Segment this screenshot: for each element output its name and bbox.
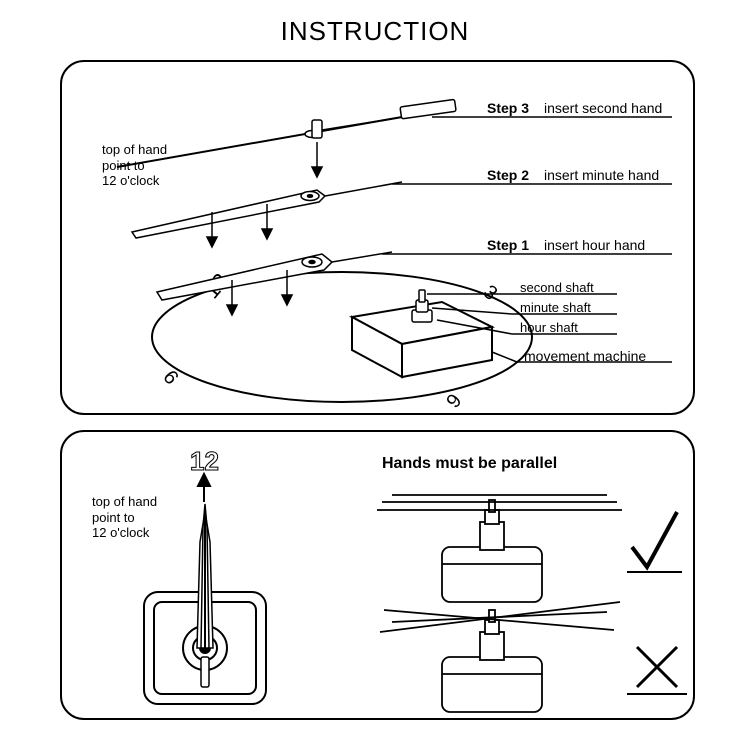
alignment-diagram: 12 (62, 432, 697, 722)
dial-9: 9 (160, 365, 184, 388)
wrong-example (380, 602, 620, 712)
step2-desc: insert minute hand (544, 167, 659, 184)
parallel-label: Hands must be parallel (382, 454, 557, 473)
minute-shaft-label: minute shaft (520, 300, 591, 316)
cross-icon (627, 647, 687, 694)
second-hand (117, 99, 456, 167)
hour-hand (157, 252, 392, 300)
tip-label-top: top of hand point to 12 o'clock (102, 142, 167, 189)
step1-desc: insert hour hand (544, 237, 645, 254)
movement-label: movement machine (524, 348, 646, 365)
panel-assembly: 12 3 6 9 (60, 60, 695, 415)
page-title: INSTRUCTION (0, 16, 750, 47)
step2-label: Step 2 (487, 167, 529, 184)
step1-label: Step 1 (487, 237, 529, 254)
correct-example (377, 495, 622, 602)
twelve-text: 12 (190, 446, 219, 476)
step3-label: Step 3 (487, 100, 529, 117)
tip-label-bottom: top of hand point to 12 o'clock (92, 494, 157, 541)
hour-shaft-label: hour shaft (520, 320, 578, 336)
check-icon (627, 512, 682, 572)
step3-desc: insert second hand (544, 100, 662, 117)
arrow-up (198, 474, 210, 502)
panel-alignment: 12 (60, 430, 695, 720)
second-shaft-label: second shaft (520, 280, 594, 296)
dial-3: 3 (479, 281, 502, 305)
